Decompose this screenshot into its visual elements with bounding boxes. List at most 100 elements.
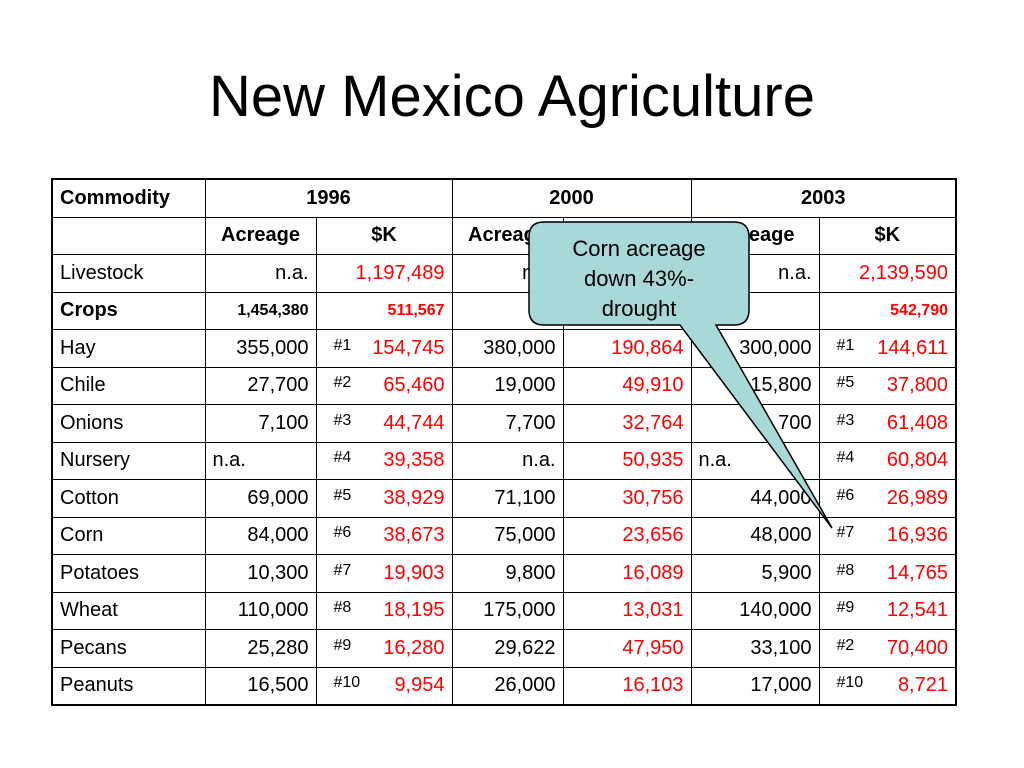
table-row: Corn 84,000 #6 38,673 75,000 23,656 48,000 #7 16… xyxy=(51,516,957,555)
dollar-value: 61,408 xyxy=(886,411,948,434)
value-cell-1996: #6 38,673 xyxy=(315,516,453,555)
value-cell-1996: #8 18,195 xyxy=(315,591,453,630)
rank-label: #5 xyxy=(333,486,352,504)
commodity-name: Crops xyxy=(51,291,206,330)
dollar-value: 8,721 xyxy=(897,674,948,697)
acreage-cell-2003: 140,000 xyxy=(690,591,820,630)
dollar-value: 32,764 xyxy=(622,411,684,434)
commodity-name: Potatoes xyxy=(51,554,206,593)
table-row: Hay 355,000 #1 154,745 380,000 190,864 300,000… xyxy=(51,329,957,368)
acreage-cell-2003: 17,000 xyxy=(690,666,820,706)
value-cell-2000: 16,103 xyxy=(562,666,692,706)
value-cell-2000: 13,031 xyxy=(562,591,692,630)
acreage-cell-2000: 19,000 xyxy=(451,366,564,405)
dollar-value: 70,400 xyxy=(886,636,948,659)
rank-label: #6 xyxy=(333,524,352,542)
table-row: Crops 1,454,380 511,567 542,790 xyxy=(51,291,957,330)
value-cell-2003: #8 14,765 xyxy=(818,554,957,593)
value-cell-2000: 49,910 xyxy=(562,366,692,405)
dollar-value: 60,804 xyxy=(886,449,948,472)
dollar-value: 18,195 xyxy=(383,599,445,622)
dollar-value: 49,910 xyxy=(622,374,684,397)
dollar-value: 39,358 xyxy=(383,449,445,472)
value-cell-2000: 16,089 xyxy=(562,554,692,593)
rank-label: #3 xyxy=(333,411,352,429)
rank-label: #10 xyxy=(333,674,361,692)
dollar-value: 511,567 xyxy=(387,301,445,319)
commodity-name: Wheat xyxy=(51,591,206,630)
dollar-value: 144,611 xyxy=(877,336,948,359)
dollar-value: 16,103 xyxy=(622,674,684,697)
rank-label: #8 xyxy=(333,599,352,617)
dollar-value: 26,989 xyxy=(886,486,948,509)
value-cell-1996: #3 44,744 xyxy=(315,404,453,443)
table-row: Pecans 25,280 #9 16,280 29,622 47,950 33,100 #2… xyxy=(51,629,957,668)
value-cell-2000: 23,656 xyxy=(562,516,692,555)
acreage-cell-1996: 110,000 xyxy=(204,591,317,630)
table-row: Peanuts 16,500 #10 9,954 26,000 16,103 17,000 #… xyxy=(51,666,957,706)
acreage-cell-1996: n.a. xyxy=(204,254,317,293)
header-blank xyxy=(51,216,206,255)
rank-label: #2 xyxy=(333,374,352,392)
acreage-cell-1996: 1,454,380 xyxy=(204,291,317,330)
table-row: Potatoes 10,300 #7 19,903 9,800 16,089 5,900 #8… xyxy=(51,554,957,593)
dollar-value: 19,903 xyxy=(383,561,445,584)
acreage-cell-2000: 75,000 xyxy=(451,516,564,555)
rank-label: #5 xyxy=(836,374,855,392)
dollar-value: 23,656 xyxy=(622,524,684,547)
acreage-cell-2003: 700 xyxy=(690,404,820,443)
table-row: Onions 7,100 #3 44,744 7,700 32,764 700 #3 61,40… xyxy=(51,404,957,443)
commodity-name: Livestock xyxy=(51,254,206,293)
rank-label: #1 xyxy=(333,336,352,354)
table-row: Nursery n.a. #4 39,358 n.a. 50,935 n.a. #4 60,80… xyxy=(51,441,957,480)
acreage-cell-2003: 300,000 xyxy=(690,329,820,368)
acreage-cell-2000: 26,000 xyxy=(451,666,564,706)
dollar-value: 37,800 xyxy=(886,374,948,397)
value-cell-2003: #3 61,408 xyxy=(818,404,957,443)
commodity-name: Peanuts xyxy=(51,666,206,706)
acreage-cell-2003: 48,000 xyxy=(690,516,820,555)
dollar-value: 2,139,590 xyxy=(859,261,948,284)
value-cell-2003: #6 26,989 xyxy=(818,479,957,518)
value-cell-2003: #1 144,611 xyxy=(818,329,957,368)
header-year-1996: 1996 xyxy=(204,178,453,218)
commodity-name: Cotton xyxy=(51,479,206,518)
rank-label: #6 xyxy=(836,486,855,504)
acreage-cell-1996: 69,000 xyxy=(204,479,317,518)
value-cell-2000: 190,864 xyxy=(562,329,692,368)
acreage-cell-2003: 15,800 xyxy=(690,366,820,405)
dollar-value: 14,765 xyxy=(886,561,948,584)
acreage-cell-1996: 355,000 xyxy=(204,329,317,368)
dollar-value: 154,745 xyxy=(372,336,445,359)
value-cell-1996: 511,567 xyxy=(315,291,453,330)
value-cell-2000: 30,756 xyxy=(562,479,692,518)
acreage-cell-2000: 71,100 xyxy=(451,479,564,518)
table-row: Wheat 110,000 #8 18,195 175,000 13,031 140,000… xyxy=(51,591,957,630)
commodity-name: Chile xyxy=(51,366,206,405)
value-cell-2003: #10 8,721 xyxy=(818,666,957,706)
dollar-value: 190,864 xyxy=(611,336,684,359)
header-year-2000: 2000 xyxy=(451,178,692,218)
acreage-cell-1996: 27,700 xyxy=(204,366,317,405)
value-cell-1996: #9 16,280 xyxy=(315,629,453,668)
header-acreage-1996: Acreage xyxy=(204,216,317,255)
value-cell-2003: 542,790 xyxy=(818,291,957,330)
dollar-value: 47,950 xyxy=(622,636,684,659)
value-cell-2003: #5 37,800 xyxy=(818,366,957,405)
acreage-cell-1996: 16,500 xyxy=(204,666,317,706)
rank-label: #7 xyxy=(333,561,352,579)
dollar-value: 65,460 xyxy=(383,374,445,397)
dollar-value: 12,541 xyxy=(886,599,948,622)
callout-text: Corn acreage down 43%- drought xyxy=(529,234,749,324)
dollar-value: 38,673 xyxy=(383,524,445,547)
acreage-cell-1996: 7,100 xyxy=(204,404,317,443)
value-cell-1996: #4 39,358 xyxy=(315,441,453,480)
acreage-cell-2000: 9,800 xyxy=(451,554,564,593)
value-cell-2003: #9 12,541 xyxy=(818,591,957,630)
rank-label: #1 xyxy=(836,336,855,354)
rank-label: #4 xyxy=(836,449,855,467)
page-title: New Mexico Agriculture xyxy=(209,64,815,129)
value-cell-1996: #1 154,745 xyxy=(315,329,453,368)
dollar-value: 16,280 xyxy=(383,636,445,659)
acreage-cell-1996: n.a. xyxy=(204,441,317,480)
